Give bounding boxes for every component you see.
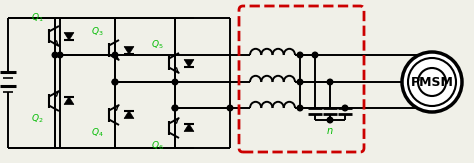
Polygon shape [124, 46, 134, 54]
Circle shape [297, 52, 303, 58]
Polygon shape [124, 111, 134, 119]
Polygon shape [184, 59, 194, 67]
Circle shape [297, 105, 303, 111]
Circle shape [327, 79, 333, 85]
Text: PMSM: PMSM [410, 75, 454, 89]
Text: $Q_1$: $Q_1$ [31, 12, 43, 24]
Circle shape [57, 52, 63, 58]
Circle shape [342, 105, 348, 111]
Text: $Q_6$: $Q_6$ [151, 140, 164, 152]
Polygon shape [64, 32, 74, 40]
Circle shape [112, 52, 118, 58]
Circle shape [327, 117, 333, 123]
Text: $Q_4$: $Q_4$ [91, 127, 103, 139]
Circle shape [227, 105, 233, 111]
Circle shape [312, 52, 318, 58]
Circle shape [52, 52, 58, 58]
Circle shape [112, 79, 118, 85]
Circle shape [112, 79, 118, 85]
Text: $Q_3$: $Q_3$ [91, 26, 103, 38]
Circle shape [297, 79, 303, 85]
Polygon shape [184, 124, 194, 132]
Circle shape [402, 52, 462, 112]
Text: $Q_2$: $Q_2$ [31, 113, 43, 125]
Circle shape [172, 105, 178, 111]
Circle shape [172, 79, 178, 85]
Polygon shape [64, 97, 74, 104]
Text: $Q_5$: $Q_5$ [151, 39, 163, 51]
Text: $n$: $n$ [326, 126, 334, 136]
Circle shape [172, 105, 178, 111]
